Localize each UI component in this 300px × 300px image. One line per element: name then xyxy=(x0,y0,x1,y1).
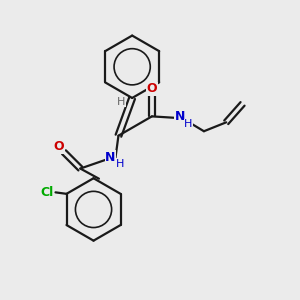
Text: H: H xyxy=(117,97,126,107)
Text: N: N xyxy=(105,151,116,164)
Text: N: N xyxy=(175,110,185,123)
Text: H: H xyxy=(184,119,193,129)
Text: O: O xyxy=(147,82,157,95)
Text: H: H xyxy=(116,159,124,169)
Text: Cl: Cl xyxy=(40,186,54,199)
Text: O: O xyxy=(53,140,64,153)
